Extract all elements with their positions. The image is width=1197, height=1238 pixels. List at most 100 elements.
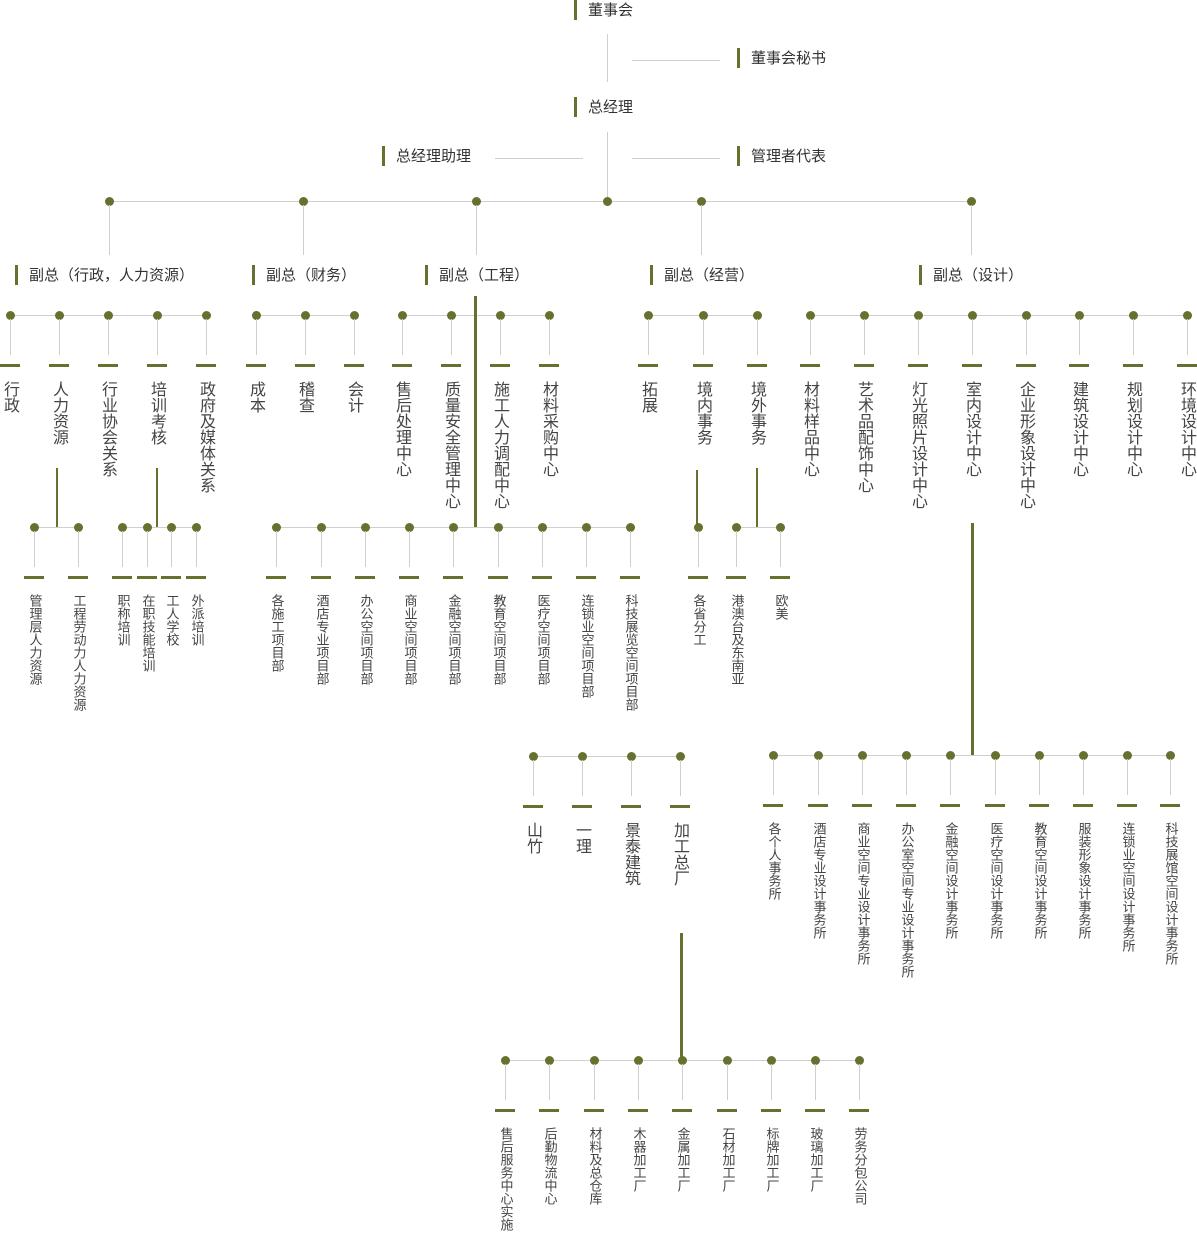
node-label: 山竹 — [524, 822, 543, 854]
node-label: 工程劳动力人力资源 — [70, 594, 86, 711]
node-vp-engineering: 副总（工程） — [425, 265, 529, 285]
connector-line — [504, 1064, 506, 1100]
node-dot — [625, 522, 635, 532]
node-bar — [620, 576, 640, 579]
connector-line — [107, 319, 109, 355]
node-bar — [717, 1109, 737, 1112]
node-dot — [813, 750, 823, 760]
connector-line — [994, 759, 996, 795]
node-dot — [775, 522, 785, 532]
node-bar — [68, 576, 88, 579]
node-label: 玻璃加工厂 — [807, 1127, 823, 1192]
node-bar — [985, 804, 1005, 807]
node-dot — [945, 750, 955, 760]
node-bar — [137, 576, 157, 579]
node-label: 工人学校 — [163, 594, 179, 646]
node-gm-assistant: 总经理助理 — [382, 146, 471, 166]
node-dot — [643, 310, 653, 320]
node-label: 拓展 — [639, 381, 658, 413]
node-dot — [581, 522, 591, 532]
node-bar — [852, 804, 872, 807]
node-bar — [1123, 364, 1143, 367]
olive-connector — [696, 470, 698, 527]
connector-line — [606, 132, 608, 201]
branch-dot — [696, 196, 706, 206]
node-dot — [397, 310, 407, 320]
connector-line — [255, 319, 257, 355]
connector-line — [77, 531, 79, 567]
connector-line — [585, 531, 587, 567]
node-bar — [392, 364, 412, 367]
connector-line — [697, 531, 699, 567]
node-dot — [117, 522, 127, 532]
branch-dot — [966, 196, 976, 206]
node-dot — [360, 522, 370, 532]
node-label: 稽查 — [296, 381, 315, 413]
node-dot — [5, 310, 15, 320]
node-dot — [1021, 310, 1031, 320]
node-dot — [1182, 310, 1192, 320]
node-label: 一理 — [573, 822, 592, 854]
olive-connector — [756, 468, 758, 527]
node-bar — [24, 576, 44, 579]
node-bar — [761, 1109, 781, 1112]
node-dot — [528, 751, 538, 761]
node-label: 金融空间项目部 — [445, 594, 461, 685]
node-bar — [0, 364, 20, 367]
node-dot — [633, 1055, 643, 1065]
node-dot — [677, 1055, 687, 1065]
main-branch-line — [109, 201, 971, 202]
node-label: 材料及总仓库 — [586, 1127, 602, 1205]
olive-connector — [56, 468, 58, 527]
node-bar — [488, 576, 508, 579]
node-label: 售后服务中心实施 — [497, 1127, 513, 1231]
node-vp-business: 副总（经营） — [650, 265, 754, 285]
node-label: 企业形象设计中心 — [1017, 381, 1036, 509]
node-dot — [967, 310, 977, 320]
connector-line — [861, 759, 863, 795]
node-bar — [1016, 364, 1036, 367]
node-dot — [589, 1055, 599, 1065]
node-dot — [29, 522, 39, 532]
node-bar — [808, 804, 828, 807]
node-label: 连锁业空间设计事务所 — [1119, 822, 1135, 952]
node-bar — [443, 576, 463, 579]
branch-dot — [104, 196, 114, 206]
node-dot — [495, 310, 505, 320]
connector-line — [146, 531, 148, 567]
node-label: 管理层人力资源 — [26, 594, 42, 685]
node-dot — [152, 310, 162, 320]
node-dot — [857, 750, 867, 760]
node-label: 商业空间专业设计事务所 — [854, 822, 870, 965]
node-vp-admin-hr: 副总（行政，人力资源） — [15, 265, 194, 285]
connector-line — [679, 760, 681, 796]
node-label: 外派培训 — [188, 594, 204, 646]
node-label: 室内设计中心 — [963, 381, 982, 477]
node-label: 各施工项目部 — [268, 594, 284, 672]
node-dot — [693, 522, 703, 532]
node-bar — [147, 364, 167, 367]
node-label: 劳务分包公司 — [851, 1127, 867, 1205]
connector-line — [632, 158, 720, 159]
node-label: 后勤物流中心 — [541, 1127, 557, 1205]
node-management-representative: 管理者代表 — [737, 146, 826, 166]
connector-line — [156, 319, 158, 355]
connector-line — [1169, 759, 1171, 795]
node-dot — [577, 751, 587, 761]
node-dot — [731, 522, 741, 532]
connector-line — [779, 531, 781, 567]
node-dot — [142, 522, 152, 532]
node-label: 科技展馆空间设计事务所 — [1162, 822, 1178, 965]
node-dot — [698, 310, 708, 320]
node-bar — [896, 804, 916, 807]
olive-trunk — [679, 933, 683, 1060]
node-dot — [810, 1055, 820, 1065]
connector-line — [629, 531, 631, 567]
node-dot — [103, 310, 113, 320]
node-label: 欧美 — [772, 594, 788, 620]
node-bar — [572, 805, 592, 808]
node-dot — [316, 522, 326, 532]
branch-dot — [471, 196, 481, 206]
branch-dot — [602, 196, 612, 206]
row-line — [773, 755, 1170, 756]
